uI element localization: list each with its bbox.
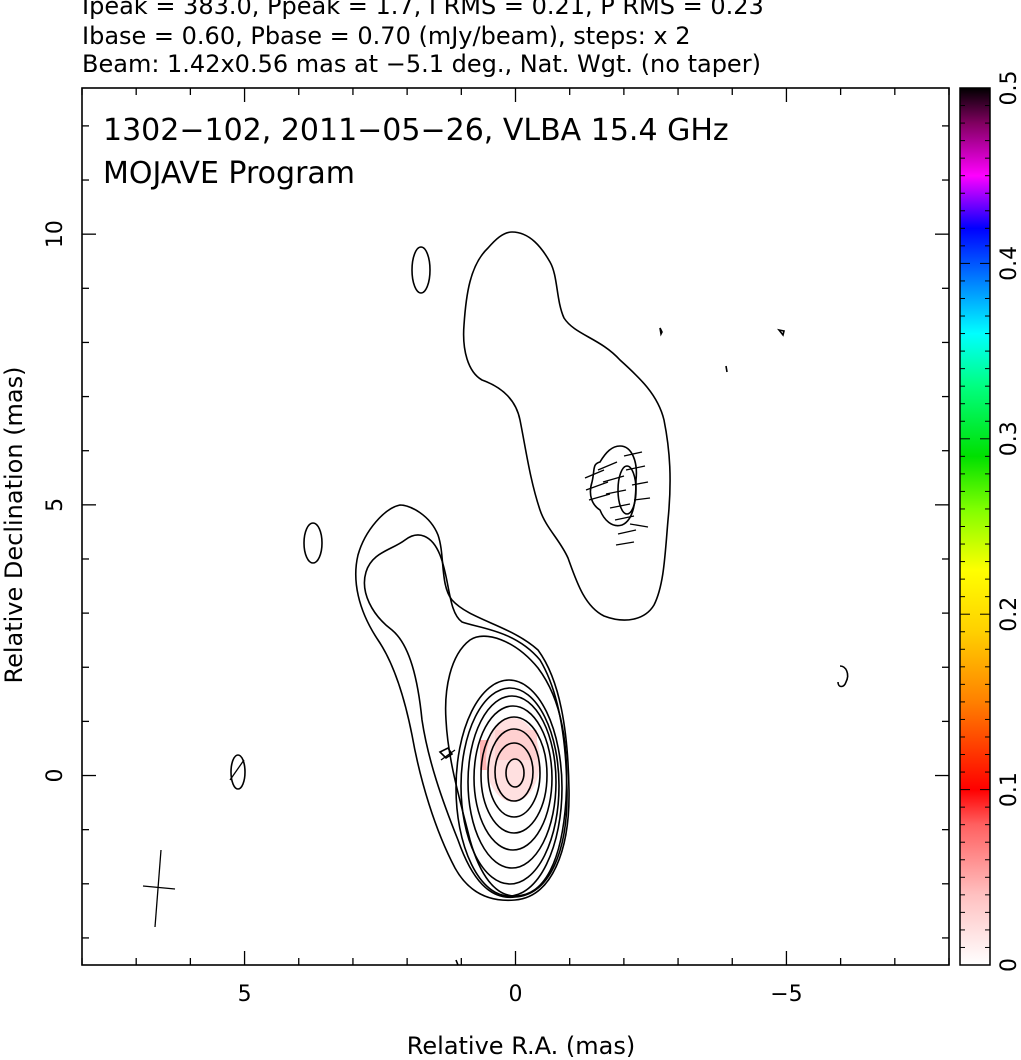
polarization-vectors [440, 451, 651, 761]
header-beam-line: Beam: 1.42x0.56 mas at −5.1 deg., Nat. W… [82, 50, 761, 78]
colorbar-ticks: 0 0.1 0.2 0.3 0.4 0.5 [960, 71, 1021, 972]
y-tick-label: 10 [43, 220, 68, 248]
colorbar: 0 0.1 0.2 0.3 0.4 0.5 [959, 71, 1021, 972]
x-axis-ticks: 5 0 −5 [81, 88, 950, 1007]
noise-contours [229, 246, 849, 966]
x-axis-title: Relative R.A. (mas) [407, 1032, 635, 1060]
y-tick-label: 0 [43, 769, 68, 783]
header-stats-line: Ipeak = 383.0, Ppeak = 1.7, I RMS = 0.21… [82, 0, 764, 20]
plot-title-line2: MOJAVE Program [103, 156, 355, 191]
plot-title-line1: 1302−102, 2011−05−26, VLBA 15.4 GHz [103, 113, 729, 148]
x-tick-label: 0 [509, 982, 523, 1007]
colorbar-tick-label: 0.3 [997, 421, 1021, 456]
core-contours [355, 504, 570, 902]
header-base-line: Ibase = 0.60, Pbase = 0.70 (mJy/beam), s… [82, 22, 691, 50]
colorbar-tick-label: 0.2 [997, 597, 1021, 632]
x-tick-label: −5 [770, 982, 802, 1007]
colorbar-tick-label: 0.5 [997, 71, 1021, 106]
y-axis-title: Relative Declination (mas) [0, 366, 28, 683]
colorbar-tick-label: 0 [997, 958, 1021, 972]
x-tick-label: 5 [238, 982, 252, 1007]
y-axis-ticks: 0 5 10 [43, 125, 949, 939]
colorbar-tick-label: 0.4 [997, 246, 1021, 281]
colorbar-tick-label: 0.1 [997, 772, 1021, 807]
y-tick-label: 5 [43, 498, 68, 512]
beam-indicator [142, 849, 176, 928]
jet-contours [462, 231, 671, 621]
